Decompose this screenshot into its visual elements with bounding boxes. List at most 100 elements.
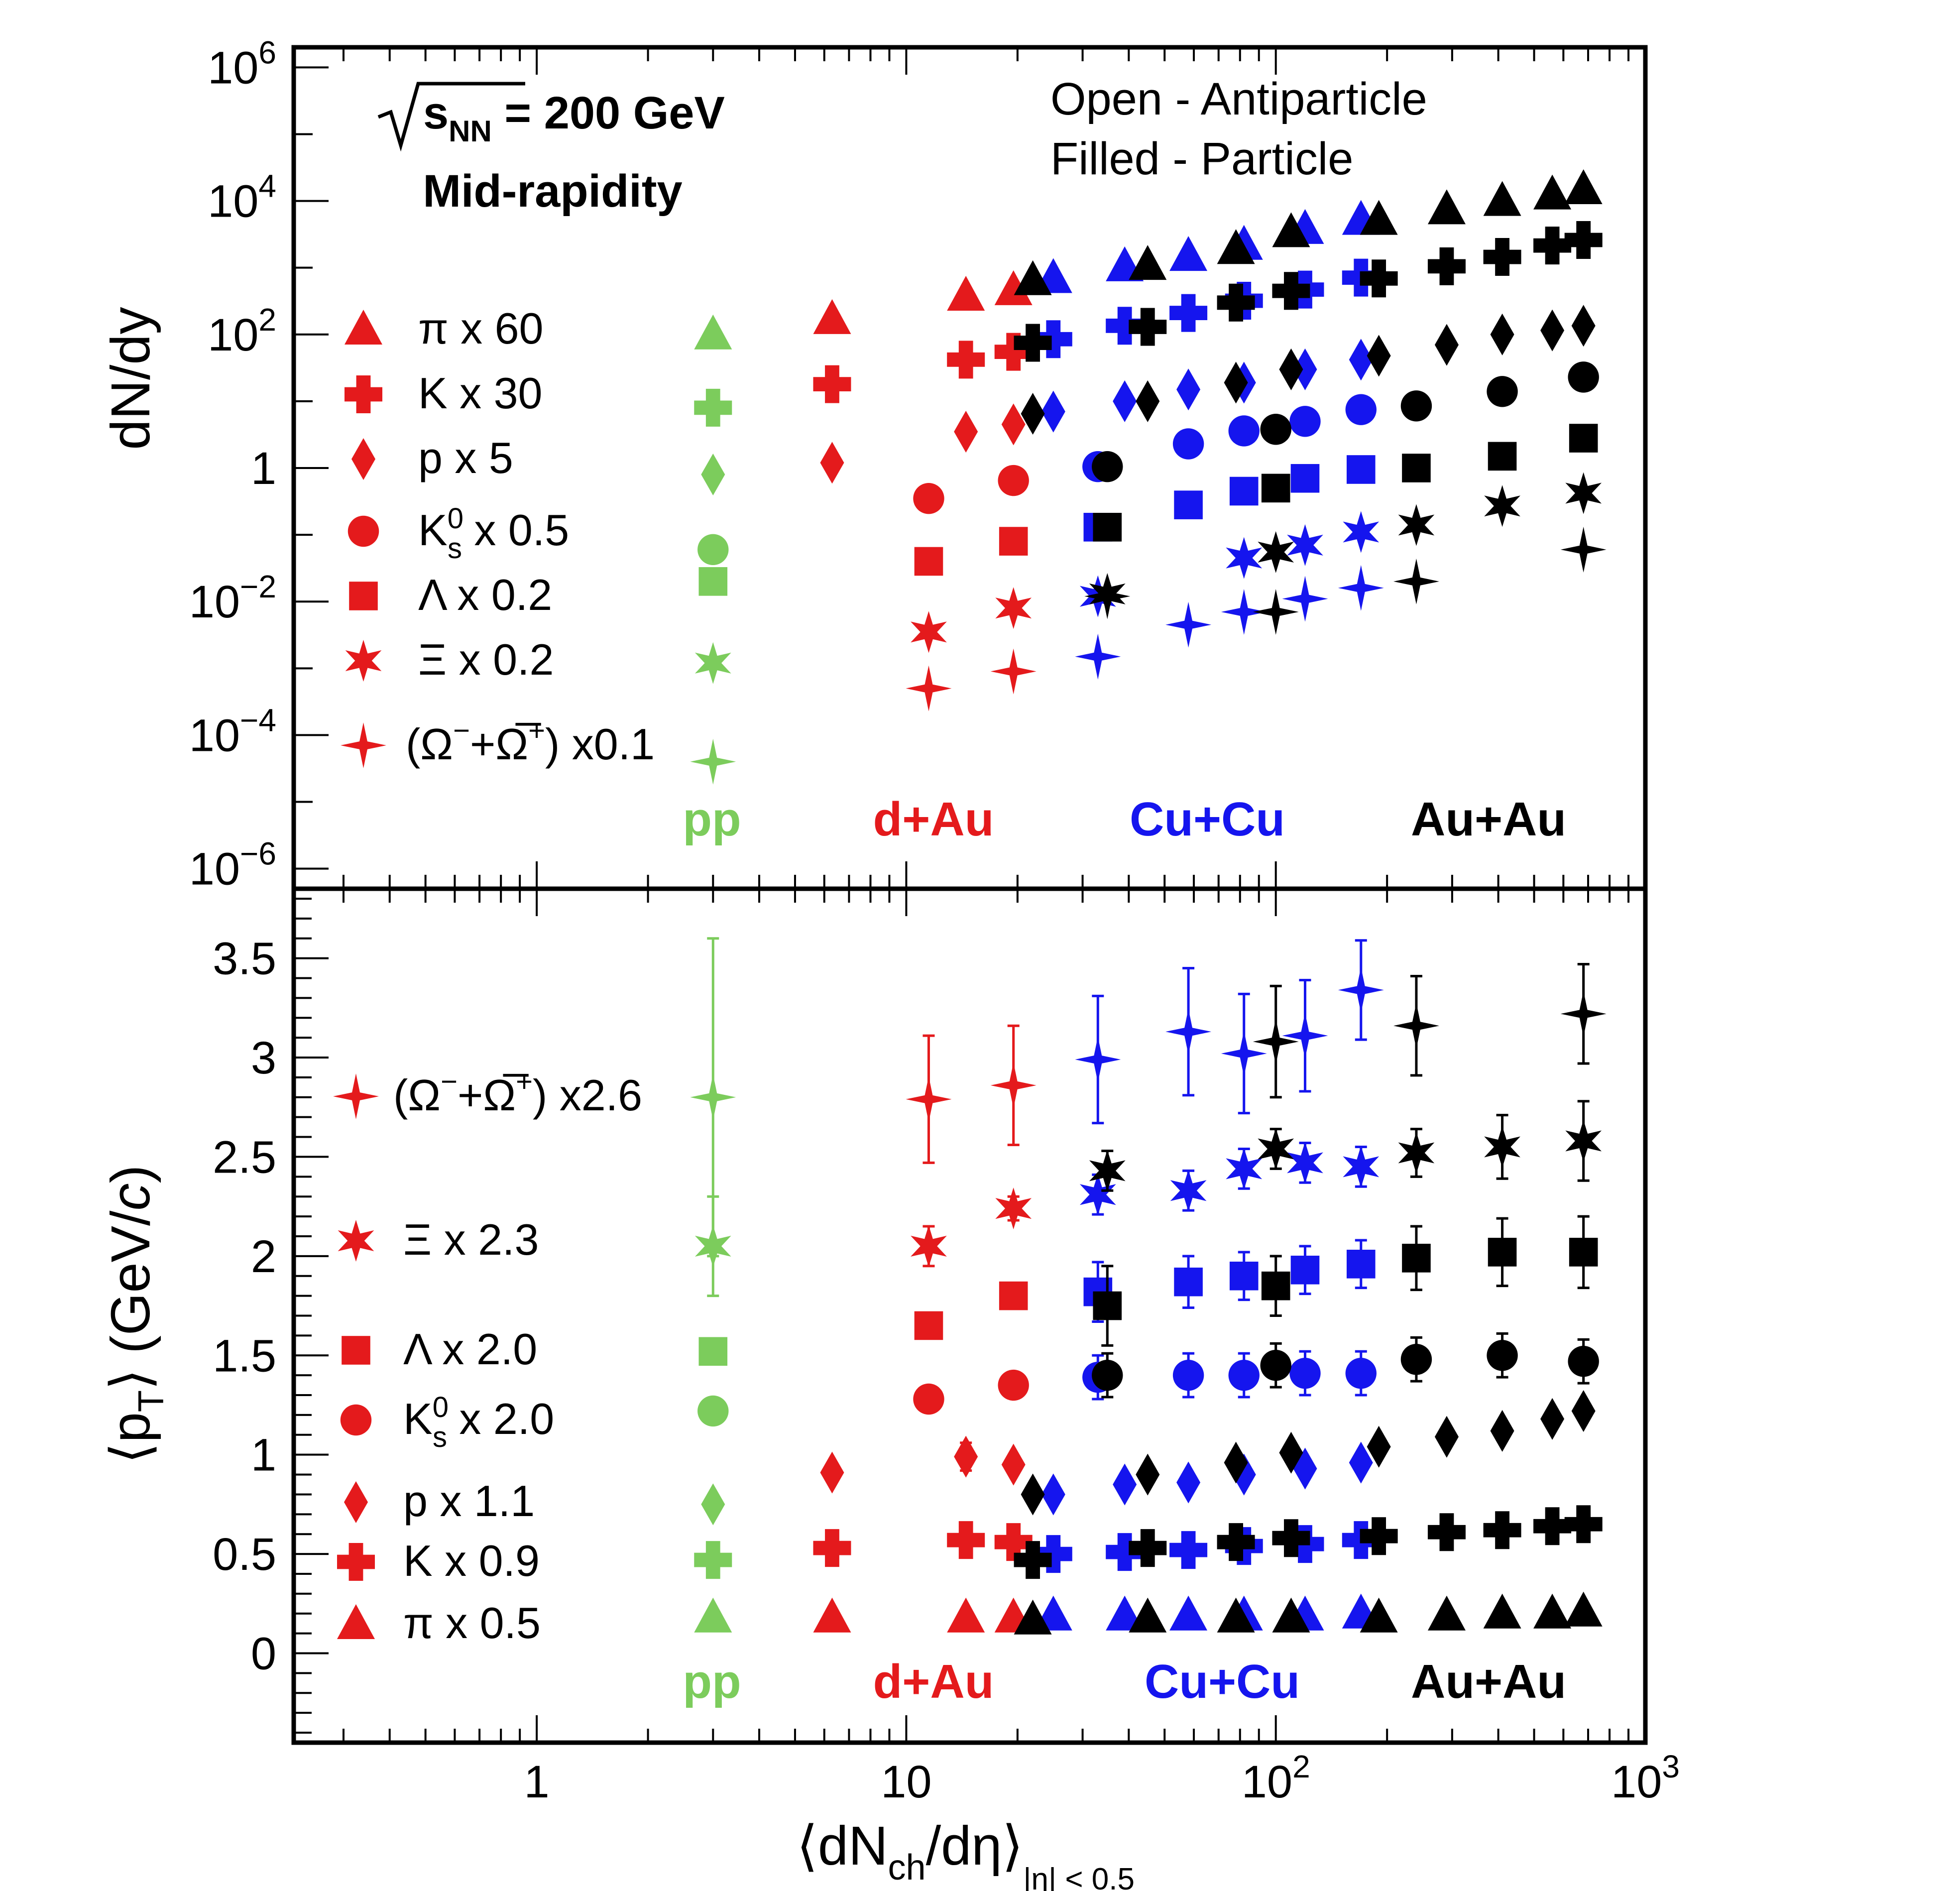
top-point-Lambda-pp — [698, 567, 728, 596]
bottom-point-p-CuCu — [1113, 1463, 1137, 1506]
bottom-point-p-AuAu — [1224, 1441, 1248, 1484]
bottom-legend-label: K x 0.9 — [403, 1536, 540, 1585]
top-legend-marker — [349, 582, 378, 610]
bottom-point-p-dAu — [820, 1451, 844, 1494]
bottom-point-Omega-CuCu — [1221, 1031, 1267, 1077]
bottom-point-pi-AuAu — [1483, 1593, 1521, 1629]
top-legend-label: K x 30 — [418, 368, 542, 418]
top-point-p-AuAu — [1279, 348, 1303, 390]
top-system-label-CuCu: Cu+Cu — [1130, 793, 1285, 846]
top-y-tick-label: 102 — [208, 302, 276, 360]
top-point-pi-AuAu — [1129, 245, 1167, 280]
bottom-point-K-CuCu — [1106, 1533, 1144, 1571]
bottom-point-K0s-CuCu — [1172, 1359, 1204, 1391]
x-tick-label: 1 — [524, 1757, 550, 1807]
top-point-Xi-dAu — [995, 587, 1032, 629]
bottom-point-Omega-CuCu — [1075, 1037, 1121, 1082]
bottom-point-K-AuAu — [1129, 1529, 1167, 1567]
top-legend-label: K0 s x 0.5 — [418, 502, 569, 565]
bottom-point-K-AuAu — [1564, 1505, 1603, 1543]
bottom-point-Xi-AuAu — [1089, 1150, 1126, 1192]
top-point-Omega-CuCu — [1282, 576, 1328, 622]
bottom-point-K-dAu — [994, 1523, 1033, 1561]
top-point-K-dAu — [994, 333, 1033, 371]
bottom-point-K-CuCu — [1169, 1531, 1208, 1569]
top-point-Xi-pp — [694, 642, 731, 684]
bottom-point-Lambda-dAu — [999, 1281, 1028, 1310]
bottom-point-K-pp — [694, 1541, 732, 1579]
top-point-Lambda-AuAu — [1569, 424, 1598, 453]
top-point-Xi-AuAu — [1484, 485, 1520, 527]
top-point-K-CuCu — [1034, 320, 1072, 358]
top-point-Omega-CuCu — [1221, 589, 1267, 635]
bottom-point-K0s-dAu — [998, 1369, 1029, 1401]
bottom-y-tick-label: 0 — [251, 1629, 276, 1679]
bottom-point-Lambda-AuAu — [1569, 1238, 1598, 1267]
top-point-Xi-CuCu — [1287, 524, 1323, 566]
top-legend-label: (Ω−+Ω̅+) x0.1 — [406, 714, 655, 769]
top-point-pi-AuAu — [1014, 260, 1052, 295]
bottom-point-Xi-CuCu — [1287, 1142, 1323, 1184]
bottom-point-K0s-pp — [697, 1395, 729, 1427]
top-y-tick-label: 10−2 — [189, 569, 276, 627]
bottom-system-label-AuAu: Au+Au — [1411, 1655, 1566, 1708]
top-point-Xi-AuAu — [1565, 472, 1602, 514]
top-y-axis-title: dN/dy — [100, 307, 161, 450]
bottom-point-p-AuAu — [1490, 1410, 1514, 1452]
top-point-pi-CuCu — [1169, 236, 1208, 271]
top-point-p-AuAu — [1571, 305, 1596, 347]
bottom-point-pi-AuAu — [1427, 1595, 1466, 1631]
bottom-point-K-AuAu — [1533, 1507, 1572, 1545]
top-point-K-dAu — [813, 365, 851, 403]
bottom-point-p-CuCu — [1176, 1461, 1201, 1504]
top-point-Xi-CuCu — [1226, 537, 1263, 579]
bottom-y-tick-label: 0.5 — [213, 1529, 276, 1580]
bottom-point-Xi-CuCu — [1079, 1174, 1116, 1216]
top-system-label-dAu: d+Au — [873, 793, 994, 846]
bottom-point-K0s-AuAu — [1568, 1346, 1599, 1377]
bottom-point-p-AuAu — [1540, 1398, 1565, 1440]
top-point-p-CuCu — [1041, 390, 1065, 433]
bottom-point-Omega-CuCu — [1282, 1013, 1328, 1059]
bottom-y-tick-label: 3.5 — [213, 934, 276, 984]
bottom-point-p-AuAu — [1021, 1473, 1045, 1516]
bottom-y-tick-label: 1.5 — [213, 1330, 276, 1381]
top-point-K-dAu — [947, 341, 985, 379]
bottom-y-tick-label: 2.5 — [213, 1132, 276, 1182]
bottom-point-K-AuAu — [1272, 1519, 1310, 1557]
bottom-legend-label: p x 1.1 — [403, 1476, 535, 1526]
bottom-point-p-AuAu — [1136, 1453, 1160, 1496]
bottom-legend-marker — [342, 1336, 370, 1365]
top-point-Omega-AuAu — [1393, 558, 1439, 604]
top-point-pi-AuAu — [1360, 200, 1398, 235]
bottom-point-K-CuCu — [1034, 1535, 1072, 1573]
top-legend-label: p x 5 — [418, 433, 513, 482]
bottom-legend-label: π x 0.5 — [403, 1598, 541, 1648]
bottom-point-Xi-AuAu — [1484, 1126, 1520, 1168]
bottom-point-p-CuCu — [1041, 1473, 1065, 1516]
x-tick-label: 10 — [881, 1757, 931, 1807]
bottom-point-Lambda-AuAu — [1261, 1271, 1290, 1300]
top-point-p-dAu — [954, 411, 978, 453]
bottom-point-Xi-CuCu — [1226, 1148, 1263, 1190]
bottom-y-axis-title: ⟨pT⟩ (GeV/c) — [100, 1165, 171, 1464]
bottom-point-pi-dAu — [947, 1597, 985, 1633]
top-legend-marker — [347, 515, 379, 547]
top-point-K0s-AuAu — [1487, 376, 1518, 407]
top-point-K0s-AuAu — [1568, 361, 1599, 393]
bottom-legend-label: Ξ x 2.3 — [403, 1215, 539, 1264]
top-point-K0s-dAu — [913, 482, 944, 514]
bottom-point-p-dAu — [954, 1435, 978, 1478]
top-point-p-AuAu — [1540, 309, 1565, 352]
bottom-point-K-dAu — [947, 1521, 985, 1559]
top-y-tick-label: 106 — [208, 34, 276, 93]
top-point-Lambda-dAu — [999, 527, 1028, 556]
x-axis-title: ⟨dNch/dη⟩|η| < 0.5 — [797, 1815, 1135, 1891]
bottom-point-Xi-AuAu — [1258, 1128, 1294, 1170]
top-y-tick-label: 104 — [208, 168, 276, 227]
top-point-Omega-dAu — [906, 665, 952, 711]
top-point-Lambda-AuAu — [1402, 454, 1431, 482]
bottom-point-Omega-AuAu — [1393, 1003, 1439, 1049]
top-y-tick-label: 1 — [251, 443, 276, 494]
bottom-point-K0s-AuAu — [1400, 1344, 1432, 1375]
